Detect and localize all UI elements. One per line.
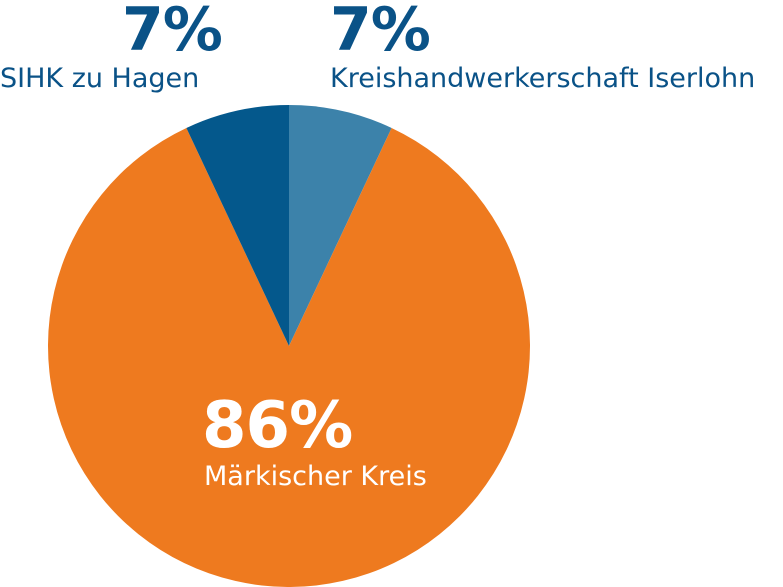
pie-slice-maerkischer-kreis (48, 127, 530, 587)
maerkischer-kreis-percent-label: 86% (202, 389, 353, 463)
kreishandwerkerschaft-name-label: Kreishandwerkerschaft Iserlohn (330, 63, 756, 94)
pie-slice-sihk-zu-hagen (186, 105, 289, 346)
maerkischer-kreis-name-label: Märkischer Kreis (204, 461, 427, 492)
sihk-percent-label: 7% (122, 0, 223, 65)
pie-slice-kreishandwerkerschaft-iserlohn (289, 105, 392, 346)
sihk-name-label: SIHK zu Hagen (0, 63, 200, 94)
kreishandwerkerschaft-percent-label: 7% (330, 0, 431, 65)
